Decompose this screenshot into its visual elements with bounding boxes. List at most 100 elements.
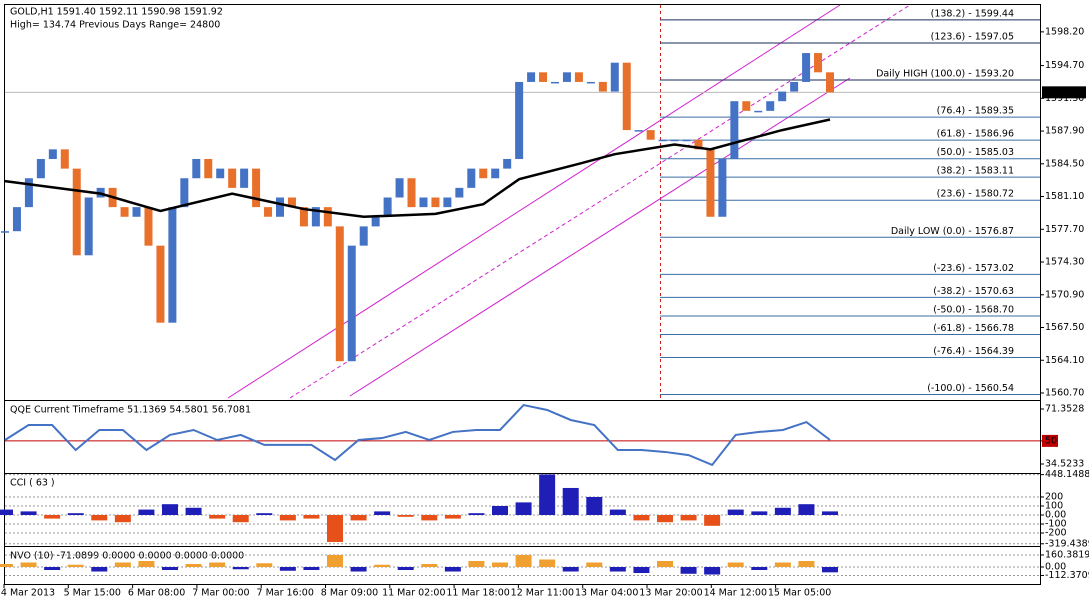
fib-label: (-50.0) - 1568.70 (933, 304, 1014, 315)
candle (371, 216, 380, 227)
histogram-bar (468, 513, 485, 515)
candle (359, 226, 368, 246)
candle (323, 207, 332, 227)
histogram-bar (232, 567, 249, 570)
y-tick-label: 0.00 (1045, 562, 1066, 573)
histogram-bar (798, 560, 815, 568)
panel-title: NVO (10) -71.0899 0.0000 0.0000 0.0000 0… (10, 551, 244, 562)
candle (335, 226, 344, 362)
x-tick-label: 4 Mar 2013 (1, 588, 55, 599)
last-price-bg (1042, 86, 1086, 99)
fib-label: (23.6) - 1580.72 (937, 189, 1014, 200)
histogram-bar (303, 514, 320, 519)
histogram-bar (798, 504, 815, 515)
histogram-bar (91, 514, 108, 521)
y-tick-label: 448.1488 (1045, 469, 1089, 480)
y-tick-label: 1584.50 (1045, 158, 1084, 169)
histogram-bar (0, 563, 13, 568)
candle (311, 207, 320, 227)
candle (299, 207, 308, 227)
candle (491, 168, 500, 179)
candle (168, 207, 177, 323)
histogram-bar (539, 474, 556, 515)
y-tick-label: -100 (1045, 519, 1067, 530)
histogram-bar (421, 563, 438, 568)
histogram-bar (421, 514, 438, 521)
histogram-bar (539, 559, 556, 568)
candle (120, 207, 129, 217)
candle (778, 91, 787, 102)
candle (132, 207, 141, 217)
histogram-bar (444, 514, 461, 519)
x-tick-label: 13 Mar 20:00 (639, 588, 702, 599)
histogram-bar (492, 505, 508, 515)
histogram-bar (327, 554, 343, 568)
candle (826, 72, 834, 93)
candle (383, 197, 392, 217)
candle (419, 197, 428, 208)
histogram-bar (209, 514, 226, 519)
histogram-bar (633, 514, 650, 521)
y-tick-label: 1560.70 (1045, 387, 1084, 398)
channel-line (349, 77, 851, 397)
candle (36, 158, 45, 179)
histogram-bar (350, 567, 367, 572)
candle (790, 81, 799, 92)
candle (730, 101, 739, 159)
histogram-bar (138, 509, 155, 515)
histogram-bar (751, 567, 768, 571)
histogram-bar (209, 562, 226, 568)
histogram-bar (609, 567, 626, 572)
x-tick-label: 13 Mar 04:00 (575, 588, 638, 599)
histogram-bar (774, 562, 791, 568)
histogram-bar (609, 509, 626, 515)
fib-label: (-76.4) - 1564.39 (933, 346, 1014, 357)
candle (658, 139, 667, 142)
histogram-bar (704, 514, 721, 526)
x-tick-label: 12 Mar 11:00 (511, 588, 574, 599)
y-tick-label: 200 (1045, 491, 1063, 502)
candle (551, 81, 559, 84)
y-tick-label: 1581.10 (1045, 191, 1084, 202)
candle (670, 139, 679, 142)
candle (84, 197, 93, 256)
candle (539, 72, 548, 82)
candle (24, 178, 33, 208)
y-tick-label: 1570.90 (1045, 289, 1084, 300)
candle (574, 72, 583, 82)
histogram-bar (562, 567, 579, 572)
histogram-bar (256, 513, 273, 515)
histogram-bar (67, 513, 84, 515)
histogram-bar (562, 487, 579, 515)
x-tick-label: 7 Mar 16:00 (257, 588, 314, 599)
x-tick-label: 7 Mar 00:00 (192, 588, 249, 599)
candle (407, 178, 416, 208)
fib-label: (38.2) - 1583.11 (937, 166, 1014, 177)
histogram-bar (397, 514, 414, 517)
histogram-bar (279, 567, 296, 571)
fib-label: (61.8) - 1586.96 (937, 129, 1014, 140)
y-tick-label: 1587.90 (1045, 126, 1084, 137)
candle (347, 245, 356, 362)
candle (156, 245, 165, 323)
panel-title: CCI ( 63 ) (10, 478, 55, 489)
histogram-bar (774, 507, 791, 515)
candle (503, 158, 512, 169)
candle (12, 207, 21, 232)
histogram-bar (751, 511, 768, 515)
y-tick-label: 34.5233 (1045, 459, 1084, 470)
histogram-bar (256, 563, 273, 568)
moving-average (4, 118, 831, 219)
x-tick-label: 5 Mar 15:00 (64, 588, 121, 599)
x-tick-label: 15 Mar 05:00 (768, 588, 831, 599)
fib-label: (76.4) - 1589.35 (937, 106, 1014, 117)
histogram-bar (822, 567, 838, 573)
y-tick-label: 1574.30 (1045, 257, 1084, 268)
histogram-bar (468, 560, 485, 568)
candle (527, 72, 536, 82)
candle (60, 149, 69, 169)
y-tick-label: 50 (1045, 435, 1057, 446)
histogram-bar (657, 514, 673, 523)
histogram-bar (350, 514, 367, 521)
